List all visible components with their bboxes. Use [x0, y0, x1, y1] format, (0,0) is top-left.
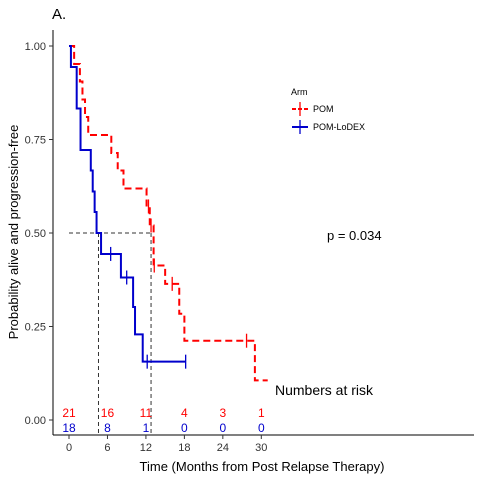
legend: Arm POM POM-LoDEX	[291, 87, 365, 134]
p-value-annotation: p = 0.034	[327, 228, 382, 243]
median-lines	[69, 232, 152, 435]
x-tick-label: 12	[140, 442, 152, 454]
legend-title: Arm	[291, 87, 308, 97]
x-axis-title: Time (Months from Post Relapse Therapy)	[140, 459, 385, 474]
x-tick-label: 6	[104, 442, 110, 454]
legend-label: POM-LoDEX	[313, 122, 365, 132]
risk-number: 16	[101, 406, 115, 420]
x-tick-label: 30	[255, 442, 267, 454]
risk-number: 0	[181, 421, 188, 435]
risk-number: 11	[140, 406, 153, 420]
y-tick-label: 1.00	[25, 41, 46, 53]
km-curve-pom	[69, 45, 268, 382]
x-tick-label: 0	[66, 442, 72, 454]
risk-number: 0	[258, 421, 265, 435]
km-curve-pom-lodex	[69, 45, 186, 363]
x-tick-label: 18	[178, 442, 190, 454]
risk-number: 8	[104, 421, 111, 435]
legend-entries: POM POM-LoDEX	[292, 102, 365, 134]
numbers-at-risk-table: 21 16 11 4 3 118 8 1 0 0 0	[62, 406, 265, 435]
x-tick-label: 24	[217, 442, 229, 454]
risk-number: 0	[219, 421, 226, 435]
risk-number: 3	[219, 406, 226, 420]
y-tick-label: 0.00	[25, 415, 46, 427]
numbers-at-risk-title: Numbers at risk	[275, 382, 374, 398]
series-layer	[69, 45, 268, 382]
risk-number: 1	[143, 421, 150, 435]
panel-label: A.	[52, 6, 66, 23]
risk-number: 18	[62, 421, 76, 435]
legend-label: POM	[313, 104, 334, 114]
risk-number: 4	[181, 406, 188, 420]
risk-number: 1	[258, 406, 265, 420]
y-tick-label: 0.75	[25, 135, 46, 147]
axes: 0.000.250.500.751.000 6 12 18 24 30	[25, 30, 474, 454]
risk-number: 21	[62, 406, 76, 420]
y-tick-label: 0.25	[25, 322, 46, 334]
y-axis-title: Probability alive and progression-free	[6, 125, 21, 340]
y-tick-label: 0.50	[25, 228, 46, 240]
